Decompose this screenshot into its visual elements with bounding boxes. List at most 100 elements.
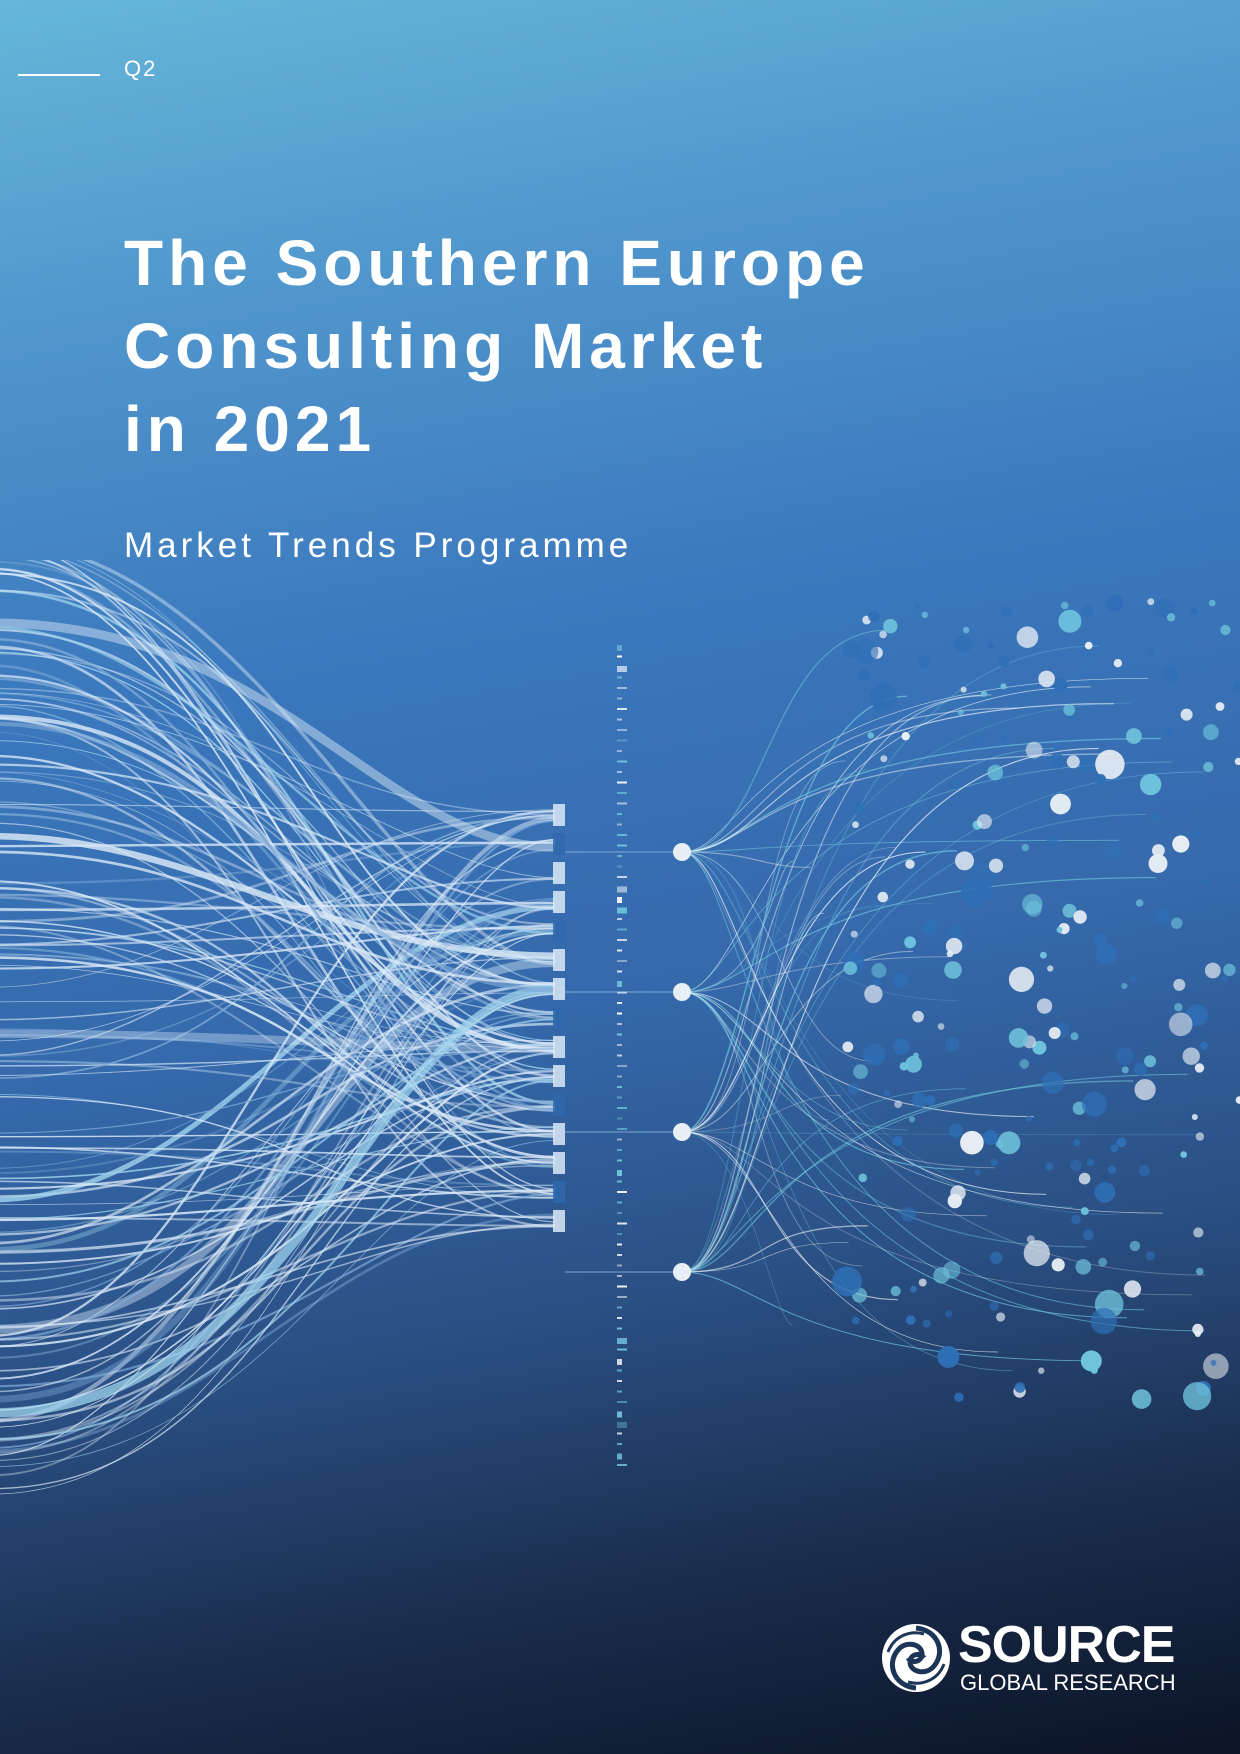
flow-stream	[0, 896, 556, 1196]
tick-mark	[617, 1180, 622, 1183]
tick-mark	[617, 855, 622, 857]
scatter-dot	[947, 925, 963, 941]
tick-mark	[617, 802, 627, 805]
flow-stream	[0, 589, 556, 926]
scatter-dot	[1163, 666, 1180, 682]
scatter-dot	[990, 1251, 1003, 1265]
scatter-dot	[892, 1136, 903, 1146]
scatter-dot	[1133, 1062, 1148, 1076]
title-line-2: Consulting Market	[124, 310, 768, 382]
flow-stream	[0, 567, 556, 1021]
tick-mark	[617, 1191, 627, 1193]
branch-line	[681, 912, 825, 1273]
branch-line	[681, 991, 1163, 1214]
flow-stream	[0, 929, 556, 1252]
branch-line	[681, 1131, 987, 1217]
scatter-dot	[883, 618, 898, 634]
tick-mark	[617, 781, 627, 784]
tick-mark	[617, 1138, 622, 1141]
scatter-dot	[1070, 1032, 1079, 1041]
quarter-label: Q2	[124, 56, 158, 81]
flow-stream	[22, 560, 556, 1045]
scatter-dot	[1173, 978, 1186, 991]
scatter-dot	[980, 690, 988, 697]
source-global-research-logo: SOURCE GLOBAL RESEARCH	[880, 1618, 1190, 1698]
scatter-dot	[1108, 1165, 1117, 1174]
tick-mark	[617, 1348, 627, 1351]
scatter-dot	[960, 686, 967, 693]
scatter-dot	[1230, 877, 1238, 884]
scatter-dot	[1144, 1055, 1157, 1068]
scatter-dot	[937, 1023, 945, 1030]
branch-line	[681, 737, 1161, 853]
branch-line	[681, 1131, 1205, 1136]
hub-node	[673, 983, 691, 1001]
scatter-dot	[863, 1043, 886, 1066]
scatter-dot	[1210, 1359, 1217, 1366]
tick-mark	[617, 1170, 622, 1176]
scatter-dot	[1095, 749, 1125, 780]
branch-line	[681, 629, 887, 853]
scatter-dot	[1235, 1096, 1240, 1104]
scatter-dot	[1081, 605, 1094, 617]
tick-mark	[617, 1233, 622, 1235]
scatter-dot	[1191, 830, 1200, 838]
flow-stream	[0, 732, 556, 1072]
scatter-dot	[973, 736, 984, 747]
scatter-dot	[1215, 702, 1225, 711]
flow-stream	[81, 560, 556, 966]
scatter-dot	[1195, 1132, 1205, 1141]
scatter-dot	[987, 764, 1004, 781]
scatter-dot	[1066, 755, 1080, 769]
scatter-dot	[1087, 1158, 1095, 1166]
scatter-dot	[1203, 724, 1219, 741]
tick-mark	[617, 1002, 622, 1004]
flow-stream	[0, 1189, 556, 1341]
branch-line	[681, 839, 1119, 853]
flow-stream	[0, 561, 556, 1167]
tick-mark	[617, 1464, 627, 1466]
flow-stream	[0, 1105, 556, 1422]
scatter-dot	[954, 1392, 964, 1402]
tick-mark	[617, 676, 622, 679]
tick-mark	[617, 1296, 627, 1298]
scatter-dot	[997, 1131, 1021, 1155]
tick-mark	[617, 750, 622, 752]
scatter-dot	[832, 1266, 862, 1297]
scatter-dot	[1050, 793, 1071, 815]
scatter-dot	[1147, 598, 1155, 606]
scatter-dot	[1193, 1227, 1204, 1238]
flow-stream	[0, 983, 556, 1245]
tick-mark	[617, 697, 622, 700]
scatter-dot	[904, 936, 916, 949]
flow-bar	[553, 1123, 565, 1145]
logo-wordmark: SOURCE	[958, 1616, 1175, 1674]
scatter-dot	[1058, 609, 1082, 633]
scatter-dot	[1138, 1165, 1150, 1177]
scatter-dot	[905, 1055, 922, 1073]
tick-mark	[617, 981, 622, 987]
scatter-dot	[911, 1092, 927, 1108]
scatter-dot	[954, 635, 972, 653]
flow-streams	[0, 560, 556, 1495]
scatter-dot	[1165, 727, 1174, 736]
branch-line	[681, 1131, 999, 1353]
scatter-dot	[1171, 917, 1183, 929]
scatter-dot	[1123, 1280, 1142, 1298]
flow-stream	[0, 692, 556, 908]
tick-mark	[617, 876, 627, 878]
scatter-dot	[937, 1346, 960, 1368]
branch-line	[681, 851, 959, 1001]
branch-line	[681, 991, 863, 1267]
flow-stream	[0, 839, 556, 1392]
scatter-dot	[1221, 975, 1229, 983]
scatter-dot	[852, 821, 859, 829]
tick-mark	[617, 1075, 622, 1078]
scatter-dot	[1046, 835, 1058, 847]
scatter-dot	[894, 1100, 902, 1109]
scatter-dot	[1121, 982, 1128, 990]
tick-mark	[617, 844, 627, 847]
tick-mark	[617, 897, 622, 903]
scatter-dot	[1106, 594, 1124, 612]
scatter-dot	[998, 656, 1010, 668]
